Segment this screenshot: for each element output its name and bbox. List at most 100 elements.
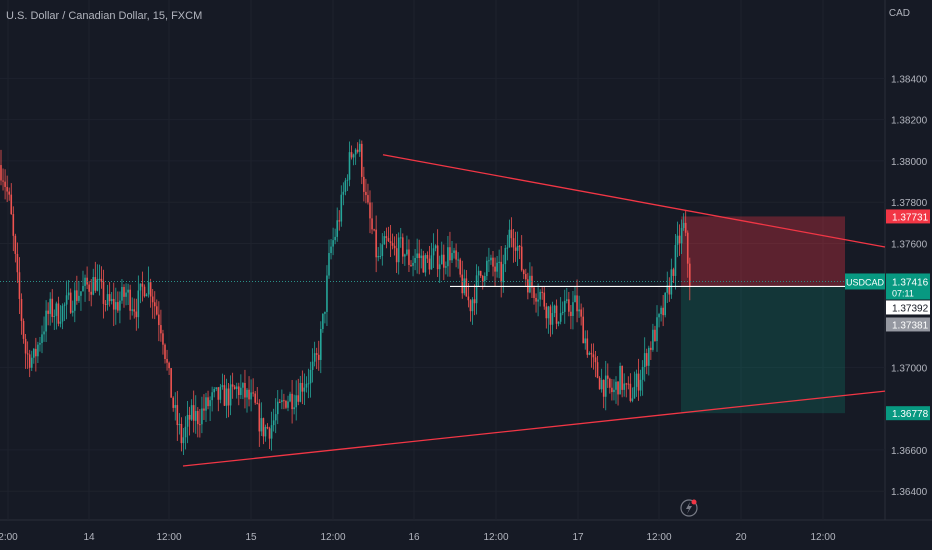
candle-body	[617, 381, 619, 395]
candle-body	[166, 359, 168, 363]
candle-body	[47, 310, 49, 314]
candle-body	[63, 304, 66, 306]
candle-body	[672, 269, 675, 276]
candle-body	[377, 256, 379, 258]
candle-body	[100, 278, 103, 282]
candle-body	[416, 253, 418, 259]
candle-body	[447, 247, 449, 267]
candle-body	[428, 258, 431, 270]
candle-body	[49, 298, 51, 314]
candle-body	[311, 361, 314, 370]
countdown-label: 07:11	[892, 288, 914, 298]
candle-body	[201, 408, 203, 425]
x-tick-label: 15	[245, 532, 257, 543]
time-axis[interactable]: 2:00 14 12:00 15 12:00 16 12:00 17 12:00 20 12:00	[0, 532, 836, 543]
candle-body	[410, 264, 412, 266]
candle-body	[455, 250, 457, 260]
chart-title: U.S. Dollar / Canadian Dollar, 15, FXCM	[6, 10, 203, 22]
candle-body	[45, 310, 47, 332]
candle-body	[219, 386, 222, 400]
candle-body	[399, 237, 402, 239]
stop-loss-zone	[681, 216, 845, 287]
candle-body	[598, 377, 601, 390]
candle-body	[272, 420, 275, 426]
candle-body	[338, 220, 341, 222]
candle-body	[178, 423, 181, 426]
candle-body	[270, 425, 273, 439]
candle-body	[635, 373, 638, 387]
candle-body	[322, 313, 324, 329]
candle-body	[119, 300, 121, 311]
candle-body	[309, 369, 312, 384]
candle-body	[153, 302, 156, 307]
candle-body	[147, 282, 150, 295]
candle-body	[106, 294, 109, 305]
candle-body	[680, 227, 683, 244]
candle-body	[22, 320, 25, 339]
candle-body	[662, 307, 664, 316]
candle-body	[6, 186, 8, 192]
candle-body	[190, 405, 193, 420]
take-profit-zone	[681, 286, 845, 414]
candle-body	[221, 385, 224, 387]
lightning-bolt	[686, 502, 692, 514]
candle-body	[539, 291, 541, 300]
candle-body	[248, 389, 250, 400]
candle-body	[57, 303, 60, 324]
position-tool[interactable]	[681, 216, 845, 414]
candle-body	[373, 229, 375, 231]
target-price-badge	[886, 406, 930, 421]
candle-body	[326, 275, 328, 312]
candle-body	[59, 321, 62, 324]
symbol-label: USDCAD	[846, 277, 885, 287]
candle-body	[197, 411, 199, 425]
candle-body	[266, 426, 269, 429]
candle-body	[88, 284, 90, 292]
price-axis[interactable]: 1.36400 1.36600 1.37000 1.37600 1.37800 1.380…	[891, 74, 928, 498]
candle-body	[203, 408, 205, 411]
candle-body	[457, 259, 459, 261]
x-tick-label: 12:00	[320, 532, 345, 543]
candle-body	[555, 305, 558, 324]
candle-body	[301, 382, 304, 392]
candle-body	[293, 407, 295, 410]
candle-body	[582, 316, 584, 344]
currency-label: CAD	[888, 8, 910, 19]
candle-body	[199, 424, 201, 426]
candle-body	[324, 311, 326, 314]
candle-body	[172, 397, 174, 408]
candle-body	[510, 229, 513, 239]
candle-body	[561, 311, 564, 314]
entry-price-badge	[886, 300, 930, 315]
candle-body	[395, 248, 398, 263]
candle-body	[654, 329, 656, 342]
candle-body	[137, 290, 140, 318]
candle-body	[71, 310, 74, 313]
y-tick-label: 1.37800	[891, 198, 928, 209]
candle-body	[16, 253, 19, 273]
candle-body	[346, 179, 349, 181]
candle-body	[402, 237, 404, 257]
candle-body	[574, 295, 576, 303]
candle-body	[592, 354, 595, 358]
candle-body	[281, 400, 283, 403]
candle-body	[522, 270, 525, 275]
candle-body	[315, 353, 318, 355]
candle-body	[469, 300, 472, 312]
lightning-circle	[680, 499, 698, 517]
candle-body	[151, 296, 154, 303]
candle-body	[369, 202, 371, 219]
candle-body	[162, 333, 164, 345]
candle-body	[238, 386, 240, 395]
candle-body	[498, 261, 500, 263]
overlay-lines[interactable]	[0, 154, 886, 467]
candle-body	[375, 229, 377, 258]
lightning-icon[interactable]	[680, 499, 698, 517]
candle-body	[78, 295, 80, 301]
candle-body	[625, 383, 628, 385]
candle-body	[424, 255, 427, 273]
candle-body	[586, 338, 589, 355]
stop-price-label: 1.37731	[892, 212, 929, 223]
